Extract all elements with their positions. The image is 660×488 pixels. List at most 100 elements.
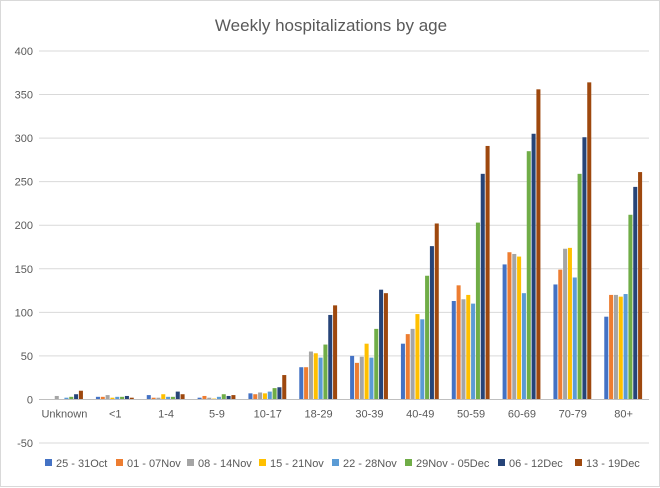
bar xyxy=(507,252,512,400)
bar xyxy=(175,391,180,400)
bar xyxy=(146,395,151,400)
bar xyxy=(461,299,466,400)
x-tick-label: 10-17 xyxy=(254,408,282,420)
legend-item: 15 - 21Nov xyxy=(259,458,324,470)
bar xyxy=(587,82,592,400)
bar xyxy=(633,186,638,400)
bar xyxy=(277,387,282,400)
bar xyxy=(531,133,536,400)
legend-label: 08 - 14Nov xyxy=(198,458,252,470)
bar xyxy=(553,284,558,400)
bar xyxy=(253,394,258,400)
bar xyxy=(623,294,628,400)
bar xyxy=(369,357,374,400)
y-tick-label: 150 xyxy=(15,264,33,276)
bar xyxy=(400,343,405,400)
bar xyxy=(124,395,129,400)
bar xyxy=(156,397,161,400)
bar xyxy=(480,173,485,400)
x-tick-label: 30-39 xyxy=(355,408,383,420)
bar xyxy=(221,394,226,400)
bar xyxy=(78,390,83,400)
y-tick-label: 350 xyxy=(15,90,33,102)
x-tick-label: 70-79 xyxy=(559,408,587,420)
x-tick-label: 5-9 xyxy=(209,408,225,420)
bar xyxy=(638,172,643,400)
bar xyxy=(359,356,364,400)
bar xyxy=(151,397,156,400)
bar xyxy=(207,397,212,400)
bar xyxy=(313,353,318,400)
legend-item: 13 - 19Dec xyxy=(575,458,640,470)
bar xyxy=(475,222,480,400)
bar xyxy=(248,393,253,400)
bar xyxy=(521,293,526,400)
legend-item: 25 - 31Oct xyxy=(45,458,107,470)
bar xyxy=(582,137,587,400)
bar xyxy=(216,396,221,400)
bar xyxy=(434,223,439,400)
legend-swatch xyxy=(45,459,52,466)
bar xyxy=(180,394,185,400)
bar xyxy=(502,264,507,400)
x-tick-label: 18-29 xyxy=(305,408,333,420)
legend-label: 25 - 31Oct xyxy=(56,458,107,470)
legend-item: 08 - 14Nov xyxy=(187,458,252,470)
y-tick-label: 200 xyxy=(15,220,33,232)
bar xyxy=(350,355,355,400)
bar xyxy=(226,395,231,400)
bar xyxy=(374,328,379,400)
bar xyxy=(267,391,272,400)
bar xyxy=(105,395,110,400)
bar xyxy=(333,305,338,400)
bar xyxy=(420,319,425,400)
bar xyxy=(74,394,79,400)
bar xyxy=(202,395,207,400)
bar xyxy=(379,289,384,400)
bar xyxy=(466,294,471,400)
gridlines xyxy=(39,50,649,444)
bar xyxy=(536,89,541,400)
y-tick-label: 250 xyxy=(15,177,33,189)
legend-swatch xyxy=(259,459,266,466)
bar xyxy=(354,362,359,400)
bar xyxy=(54,395,59,400)
bar xyxy=(563,248,568,400)
bar xyxy=(613,294,618,400)
x-tick-label: 40-49 xyxy=(406,408,434,420)
legend-swatch xyxy=(575,459,582,466)
bar xyxy=(558,269,563,400)
bar xyxy=(451,301,456,400)
bar xyxy=(364,343,369,400)
bar xyxy=(577,173,582,400)
legend-item: 06 - 12Dec xyxy=(498,458,563,470)
bar xyxy=(170,396,175,400)
x-tick-label: Unknown xyxy=(41,408,87,420)
legend-swatch xyxy=(332,459,339,466)
chart-title: Weekly hospitalizations by age xyxy=(215,16,447,35)
legend-swatch xyxy=(498,459,505,466)
bar xyxy=(429,246,434,400)
x-tick-label: 80+ xyxy=(614,408,633,420)
legend-item: 01 - 07Nov xyxy=(116,458,181,470)
legend-swatch xyxy=(405,459,412,466)
x-tick-label: 50-59 xyxy=(457,408,485,420)
bar xyxy=(485,145,490,400)
bar xyxy=(110,397,115,400)
bar xyxy=(526,151,531,400)
legend-item: 29Nov - 05Dec xyxy=(405,458,490,470)
bar xyxy=(512,253,517,400)
y-tick-label: 300 xyxy=(15,133,33,145)
bar xyxy=(299,367,304,400)
axes: -50 0 50 100 150 200 250 300 350 400 Unknown <1 1-4 5… xyxy=(15,46,649,450)
bar xyxy=(410,328,415,400)
bar xyxy=(262,393,267,400)
bar xyxy=(231,395,236,400)
bar xyxy=(308,351,313,400)
bar xyxy=(425,275,430,400)
bar xyxy=(69,396,74,400)
bar xyxy=(120,396,125,400)
legend-label: 13 - 19Dec xyxy=(586,458,640,470)
bar xyxy=(517,256,522,400)
bar xyxy=(328,314,333,400)
